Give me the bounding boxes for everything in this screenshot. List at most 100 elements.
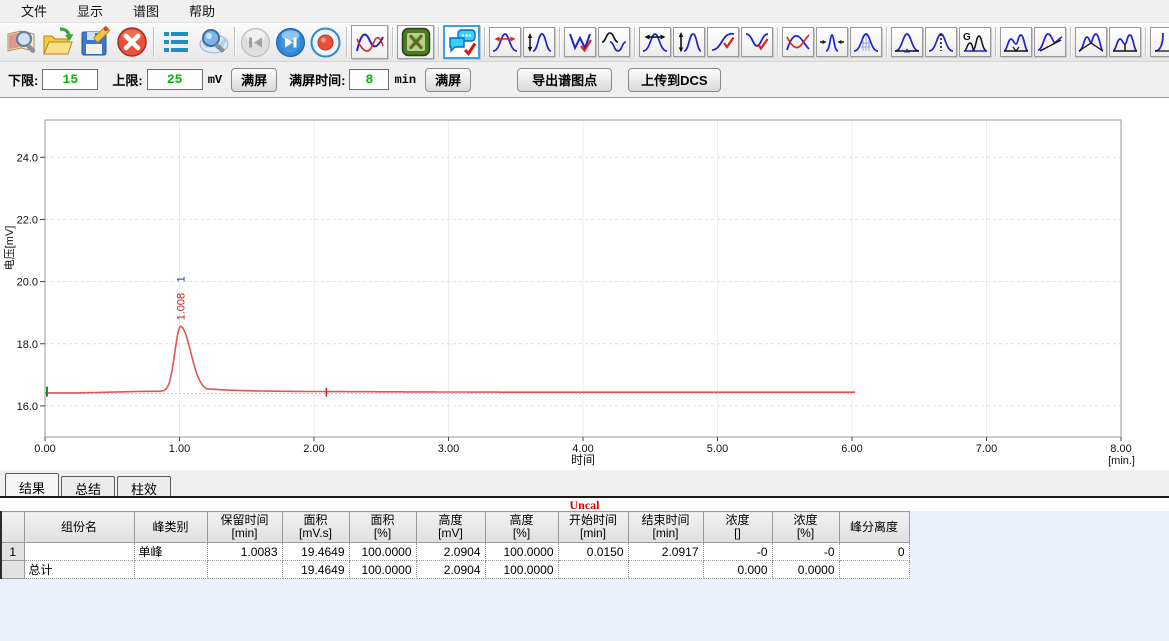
x-tick-label: 3.00 [438, 443, 459, 455]
chromatogram-panel[interactable]: 16.0 18.0 20.0 22.0 24.0 0.00 1.00 2.00 3.00 4.00… [0, 98, 1169, 470]
peak-height-black-icon[interactable] [673, 27, 705, 57]
table-cell: -0 [703, 542, 773, 561]
menu-help[interactable]: 帮助 [189, 4, 216, 19]
peak-drop-icon[interactable] [1109, 27, 1141, 57]
peak-split-icon[interactable] [925, 27, 957, 57]
valley-baseline-icon[interactable] [1000, 27, 1032, 57]
tangent-skim-icon[interactable] [1034, 27, 1066, 57]
table-cell: 100.0000 [349, 560, 417, 579]
table-cell [134, 560, 208, 579]
group-peaks-icon[interactable]: G [959, 27, 991, 57]
tab-results[interactable]: 结果 [5, 473, 60, 496]
menu-bar: 文件 显示 谱图 帮助 [0, 0, 1169, 22]
annotation-check-icon[interactable] [443, 25, 480, 59]
mv-unit-label: mV [207, 72, 223, 87]
chromatogram-chart[interactable]: 16.0 18.0 20.0 22.0 24.0 0.00 1.00 2.00 3.00 4.00… [0, 98, 1169, 470]
manual-w-icon[interactable] [564, 27, 596, 57]
toolbar-separator [392, 27, 393, 57]
fulltime-label: 满屏时间: [289, 73, 346, 88]
x-tick-label: 1.00 [169, 443, 190, 455]
column-header[interactable]: 结束时间 [min] [627, 511, 704, 543]
peak-list-icon[interactable] [157, 24, 194, 61]
column-header[interactable]: 峰分离度 [838, 511, 910, 543]
peak-height-icon[interactable] [523, 27, 555, 57]
table-row[interactable]: 1 单峰 1.0083 19.4649 100.0000 2.0904 100.0000 0.… [0, 542, 910, 561]
peak-width-icon[interactable] [489, 27, 521, 57]
table-cell: 19.4649 [282, 542, 350, 561]
column-header[interactable]: 开始时间 [min] [557, 511, 629, 543]
table-cell: 1.0083 [207, 542, 283, 561]
column-header[interactable]: 组份名 [23, 511, 135, 543]
upper-limit-input[interactable] [146, 69, 203, 90]
fullscreen-x-button[interactable]: 满屏 [425, 67, 472, 92]
toolbar-separator [438, 27, 439, 57]
panel-divider [0, 496, 1169, 498]
tab-column-efficiency[interactable]: 柱效 [117, 476, 172, 497]
close-icon[interactable] [113, 24, 150, 61]
menu-spectrum[interactable]: 谱图 [133, 4, 160, 19]
excel-export-icon[interactable] [397, 25, 434, 59]
column-header[interactable]: 面积 [%] [348, 511, 417, 543]
lower-limit-input[interactable] [42, 69, 99, 90]
row-number-cell [0, 560, 25, 579]
table-cell: 2.0917 [628, 542, 704, 561]
table-cell [839, 560, 910, 579]
table-cell: 19.4649 [282, 560, 350, 579]
x-tick-label: 0.00 [34, 443, 55, 455]
peak-end-icon[interactable] [741, 27, 773, 57]
x-tick-label: 8.00 [1110, 443, 1131, 455]
peak-extra-icon[interactable] [1150, 27, 1169, 57]
file-search-icon[interactable] [2, 24, 39, 61]
column-header[interactable]: 浓度 [%] [771, 511, 840, 543]
limits-control-bar: 下限: 上限: mV 满屏 满屏时间: min 满屏 导出谱图点 上传到DCS [0, 62, 1169, 98]
table-cell: 0 [839, 542, 910, 561]
column-header[interactable] [0, 511, 25, 543]
peak-number-label: 1 [176, 276, 188, 282]
table-cell: 2.0904 [416, 560, 486, 579]
table-cell [558, 560, 629, 579]
toolbar-separator [886, 27, 887, 57]
save-icon[interactable] [76, 24, 113, 61]
table-cell: -0 [772, 542, 840, 561]
tab-summary[interactable]: 总结 [61, 476, 116, 497]
peak-width-black-icon[interactable] [639, 27, 671, 57]
export-points-button[interactable]: 导出谱图点 [517, 67, 613, 92]
results-table[interactable]: 组份名 峰类别 保留时间 [min] 面积 [mV.s] 面积 [%] 高度 [mV] 高度 [%] 开… [0, 511, 910, 579]
column-header[interactable]: 高度 [mV] [415, 511, 486, 543]
column-header[interactable]: 峰类别 [133, 511, 208, 543]
table-cell: 100.0000 [349, 542, 417, 561]
x-tick-label: 2.00 [303, 443, 324, 455]
skip-end-icon[interactable] [274, 26, 307, 59]
y-tick-label: 24.0 [17, 152, 38, 164]
lower-limit-label: 下限: [8, 73, 39, 88]
y-tick-label: 16.0 [17, 401, 38, 413]
x-axis-title: 时间 [571, 453, 595, 467]
record-icon[interactable] [309, 26, 342, 59]
x-tick-label: 4.00 [572, 443, 593, 455]
peak-updown-icon[interactable] [598, 27, 630, 57]
upload-dcs-button[interactable]: 上传到DCS [628, 67, 721, 92]
results-table-container: 组份名 峰类别 保留时间 [min] 面积 [mV.s] 面积 [%] 高度 [mV] 高度 [%] 开… [0, 511, 1169, 579]
menu-display[interactable]: 显示 [77, 4, 104, 19]
preview-icon[interactable] [194, 24, 231, 61]
table-cell [207, 560, 283, 579]
peak-fill-icon[interactable] [850, 27, 882, 57]
fulltime-input[interactable] [349, 69, 390, 90]
table-cell: 0.0150 [558, 542, 629, 561]
peak-start-icon[interactable] [707, 27, 739, 57]
peak-merge-icon[interactable] [816, 27, 848, 57]
open-file-icon[interactable] [39, 24, 76, 61]
fullscreen-y-button[interactable]: 满屏 [231, 67, 278, 92]
column-header[interactable]: 浓度[] [702, 511, 773, 543]
menu-file[interactable]: 文件 [21, 4, 48, 19]
column-header[interactable]: 高度 [%] [484, 511, 559, 543]
crossed-peaks-icon[interactable] [782, 27, 814, 57]
column-header[interactable]: 保留时间 [min] [206, 511, 283, 543]
valley-drop-icon[interactable] [1075, 27, 1107, 57]
y-axis-title: 电压[mV] [3, 226, 16, 271]
table-row[interactable]: 总计 19.4649 100.0000 2.0904 100.0000 0.000 0.00… [0, 560, 910, 579]
column-header[interactable]: 面积 [mV.s] [281, 511, 350, 543]
peak-baseline-icon[interactable] [891, 27, 923, 57]
curves-icon[interactable] [351, 25, 388, 59]
